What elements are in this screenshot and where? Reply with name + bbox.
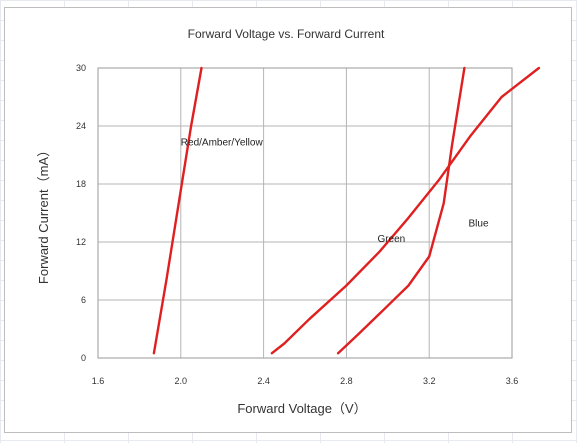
x-tick-label: 3.6 — [506, 376, 519, 386]
x-tick-label: 1.6 — [92, 376, 105, 386]
annotations: Red/Amber/Yellow Green Blue — [181, 137, 489, 245]
series-label: Green — [377, 234, 405, 245]
series-label: Red/Amber/Yellow — [181, 137, 264, 148]
x-tick-label: 3.2 — [423, 376, 436, 386]
y-tick-label: 24 — [76, 121, 86, 131]
y-tick-label: 6 — [81, 295, 86, 305]
x-axis-title: Forward Voltage（V） — [237, 401, 366, 416]
y-tick-label: 30 — [76, 63, 86, 73]
x-tick-label: 2.8 — [340, 376, 353, 386]
x-tick-label: 2.0 — [175, 376, 188, 386]
y-axis-title: Forward Current（mA） — [36, 144, 51, 284]
x-tick-label: 2.4 — [257, 376, 270, 386]
plot-area[interactable] — [97, 67, 513, 359]
tick-labels: 1.6 2.0 2.4 2.8 3.2 3.6 0 6 12 18 24 30 — [76, 63, 518, 386]
series-label: Blue — [469, 219, 489, 230]
chart-area[interactable] — [4, 7, 572, 433]
series-line-green[interactable] — [270, 66, 541, 355]
y-tick-label: 18 — [76, 179, 86, 189]
series-line-red-amber-yellow[interactable] — [152, 66, 203, 355]
y-tick-label: 12 — [76, 237, 86, 247]
chart-title: Forward Voltage vs. Forward Current — [188, 27, 385, 41]
y-tick-label: 0 — [81, 353, 86, 363]
series-layer — [152, 66, 541, 355]
series-line-blue[interactable] — [336, 66, 466, 355]
